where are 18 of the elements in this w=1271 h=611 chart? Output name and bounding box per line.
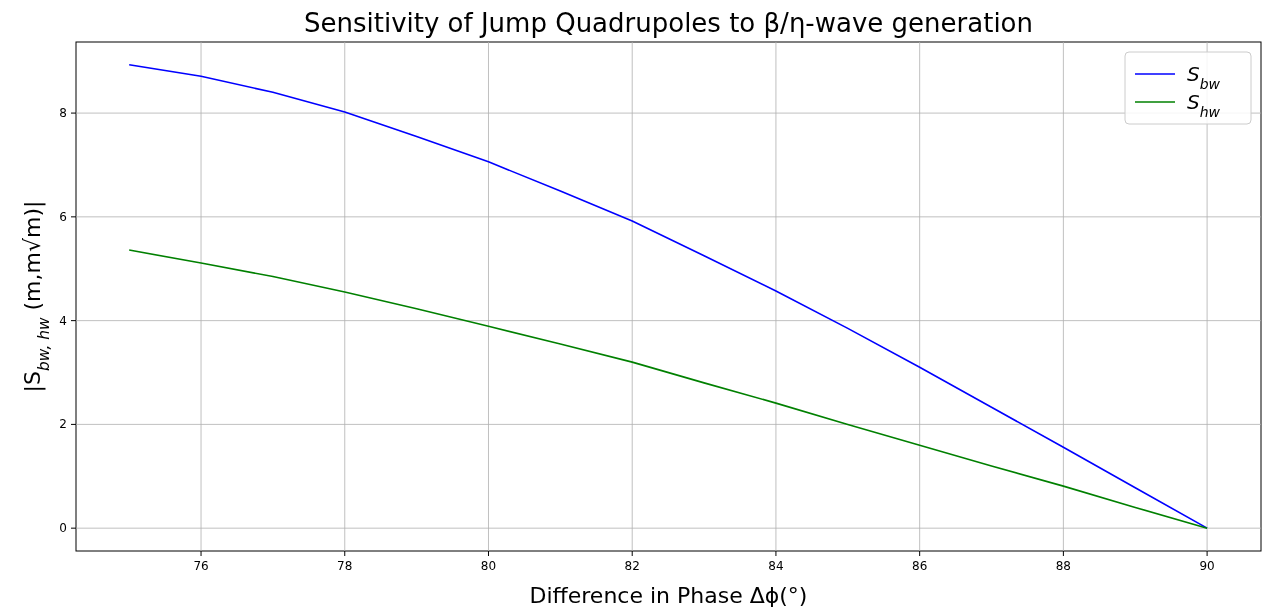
- y-tick-label: 4: [59, 313, 67, 328]
- y-tick-label: 2: [59, 417, 67, 432]
- y-tick-label: 6: [59, 209, 67, 224]
- x-tick-label: 78: [337, 559, 353, 573]
- x-tick-label: 88: [1055, 559, 1072, 573]
- legend-label: S$_{hw}$: [1187, 90, 1221, 120]
- y-tick-label: 8: [59, 106, 67, 121]
- x-tick-label: 90: [1199, 559, 1215, 573]
- y-tick-label: 0: [59, 521, 67, 536]
- x-tick-label: 76: [193, 559, 209, 573]
- x-tick-label: 82: [624, 559, 640, 573]
- x-tick-label: 80: [480, 559, 497, 573]
- x-tick-label: 86: [912, 559, 928, 573]
- chart-title: Sensitivity of Jump Quadrupoles to β/η-wave generation: [303, 8, 1034, 38]
- x-axis-title: Difference in Phase Δϕ(°): [529, 583, 808, 608]
- line-series: [128, 249, 1208, 529]
- x-tick-label: 84: [768, 559, 784, 573]
- legend-label: S$_{bw}$: [1187, 62, 1221, 92]
